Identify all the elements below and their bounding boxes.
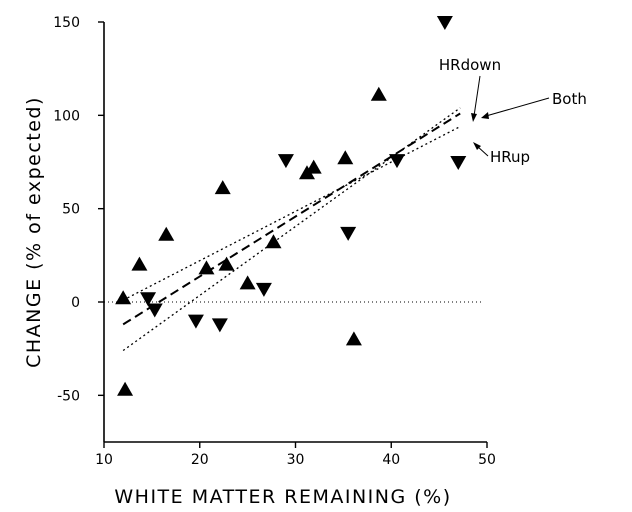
- triangle-up-point-8: [265, 234, 282, 249]
- triangle-up-point-3: [158, 226, 175, 241]
- arrow-hrup-head: [473, 142, 481, 150]
- triangle-down-point-0: [140, 292, 157, 307]
- y-tick-label-150: 150: [53, 15, 80, 31]
- triangle-down-point-4: [255, 282, 272, 297]
- triangle-up-point-10: [305, 159, 322, 174]
- triangle-down-point-6: [340, 226, 357, 241]
- triangle-down-point-7: [388, 154, 405, 169]
- arrow-hrdown-head: [471, 113, 477, 122]
- triangle-up-point-13: [370, 86, 387, 101]
- triangle-down-point-8: [436, 16, 453, 30]
- y-tick-label-50: 50: [62, 202, 80, 218]
- triangle-up-point-6: [218, 256, 235, 271]
- y-tick-label-0: 0: [71, 295, 80, 311]
- triangle-up-point-12: [345, 331, 362, 346]
- triangle-down-point-2: [187, 314, 204, 329]
- arrow-hrdown: [473, 75, 481, 117]
- triangle-down-point-5: [277, 154, 294, 169]
- y-axis-title: CHANGE (% of expected): [23, 96, 45, 368]
- annotation-both: Both: [552, 90, 587, 108]
- triangle-up-point-7: [239, 275, 256, 290]
- regression-lines: [122, 107, 461, 352]
- tick-marks: [98, 21, 488, 448]
- triangle-up-point-1: [117, 381, 134, 396]
- fit-line-hrdown: [122, 107, 461, 352]
- triangle-up-point-2: [131, 256, 148, 271]
- y-tick-label-100: 100: [53, 108, 80, 124]
- fit-line-both: [122, 112, 461, 326]
- triangle-up-point-4: [198, 260, 215, 275]
- triangle-down-point-1: [146, 303, 163, 318]
- triangle-down-point-9: [450, 156, 467, 170]
- fit-line-hrup: [122, 125, 461, 301]
- x-axis-title: WHITE MATTER REMAINING (%): [114, 486, 451, 508]
- data-points: [115, 16, 467, 396]
- arrow-both-head: [481, 112, 489, 119]
- x-tick-label-20: 20: [191, 452, 209, 468]
- x-tick-label-10: 10: [95, 452, 113, 468]
- y-tick-label--50: -50: [57, 388, 80, 404]
- triangle-up-point-5: [214, 180, 231, 195]
- triangle-up-point-11: [337, 150, 354, 165]
- x-tick-label-50: 50: [478, 452, 496, 468]
- line-annotations: HRdown Both HRup: [439, 56, 587, 166]
- annotation-hrdown: HRdown: [439, 56, 501, 74]
- triangle-up-point-0: [115, 290, 132, 305]
- triangle-down-point-3: [211, 318, 228, 333]
- x-tick-label-40: 40: [382, 452, 400, 468]
- annotation-hrup: HRup: [490, 148, 530, 166]
- x-tick-label-30: 30: [287, 452, 305, 468]
- tick-labels: 10 20 30 40 50 -50 0 50 100 150: [53, 15, 496, 468]
- axes: [103, 22, 487, 443]
- arrow-both: [485, 97, 550, 117]
